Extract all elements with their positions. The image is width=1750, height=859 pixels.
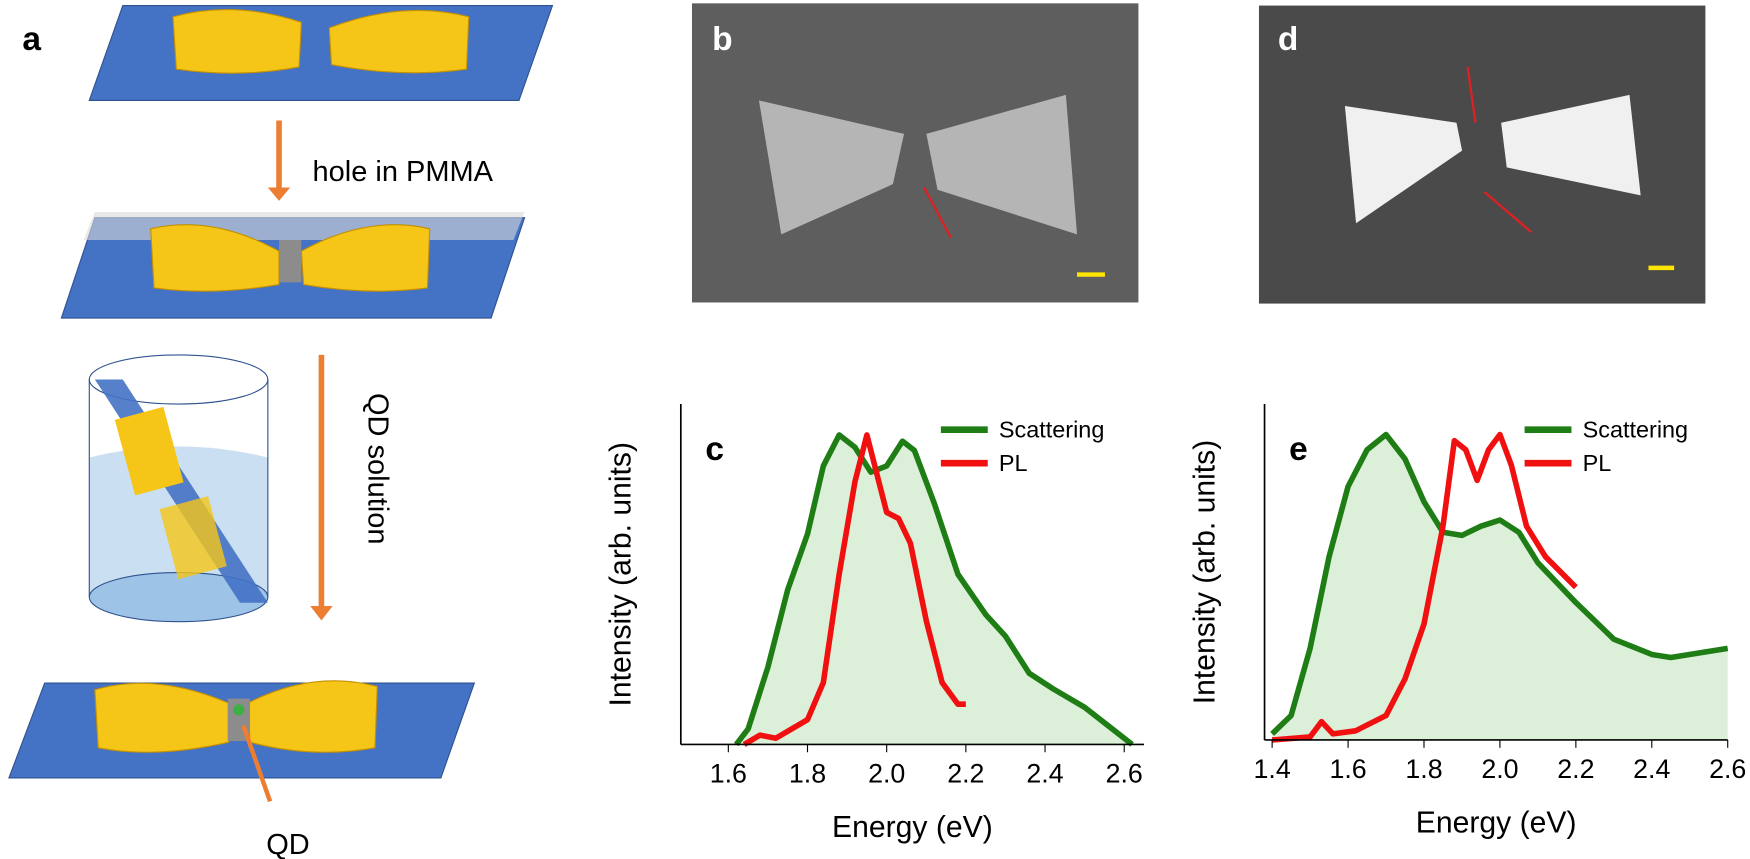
quantum-dot: [233, 704, 245, 716]
sem-triangle: [926, 94, 1078, 235]
arrow: [1466, 66, 1477, 123]
gold-triangle: [328, 9, 470, 74]
panel-label: b: [712, 21, 732, 58]
micrograph: b: [691, 3, 1139, 303]
x-tick-label: 2.0: [1481, 754, 1518, 784]
pmma: [83, 212, 525, 240]
gold-triangle: [300, 224, 431, 292]
x-tick-label: 1.6: [710, 758, 747, 788]
gold-triangle: [114, 406, 184, 496]
substrate: [88, 5, 554, 102]
x-tick-label: 1.8: [1405, 754, 1442, 784]
legend-label: Scattering: [999, 417, 1104, 443]
arrow: [923, 186, 952, 239]
legend-label: Scattering: [1583, 417, 1688, 443]
x-tick-label: 1.4: [1254, 754, 1291, 784]
x-tick-label: 2.6: [1709, 754, 1746, 784]
step-label: hole in PMMA: [313, 156, 494, 188]
x-tick-label: 2.2: [947, 758, 984, 788]
sem-triangle: [758, 100, 905, 235]
arrow-head: [267, 187, 291, 201]
qd-label: QD: [266, 829, 309, 859]
area: [1272, 434, 1728, 740]
y-axis-label: Intensity (arb. units): [605, 442, 638, 707]
micrograph: d: [1258, 5, 1706, 304]
x-axis-label: Energy (eV): [1416, 807, 1577, 840]
arrow: [241, 724, 273, 803]
x-axis-label: Energy (eV): [832, 811, 993, 844]
gold-triangle: [172, 9, 302, 74]
panel-label: d: [1278, 21, 1298, 58]
x-tick-label: 1.8: [789, 758, 826, 788]
x-tick-label: 2.4: [1633, 754, 1670, 784]
gold-triangle: [150, 224, 280, 292]
area: [736, 434, 1133, 745]
x-tick-label: 2.4: [1026, 758, 1063, 788]
hole: [279, 239, 302, 283]
line: [742, 432, 966, 747]
panel-label: a: [22, 21, 41, 58]
x-tick-label: 1.6: [1329, 754, 1366, 784]
panel-label: c: [705, 431, 724, 468]
gold-triangle: [94, 682, 230, 753]
legend-label: PL: [999, 450, 1028, 476]
x-tick-label: 2.2: [1557, 754, 1594, 784]
legend-label: PL: [1583, 450, 1612, 476]
x-tick-label: 2.6: [1106, 758, 1143, 788]
step-label: QD solution: [361, 393, 393, 545]
sem-image: [1258, 5, 1706, 304]
gold-triangle: [247, 680, 378, 753]
panel-label: e: [1289, 431, 1308, 468]
x-tick-label: 2.0: [868, 758, 905, 788]
figure-content: a hole in PMMA QD solution QD b: [8, 3, 1746, 859]
sem-triangle: [1344, 106, 1463, 224]
line: [1271, 431, 1578, 743]
gold-triangle: [159, 496, 227, 580]
y-axis-label: Intensity (arb. units): [1188, 440, 1221, 705]
schematic: a hole in PMMA QD solution QD: [8, 5, 554, 859]
line: [1270, 431, 1729, 736]
arrow-head: [310, 606, 333, 621]
sem-triangle: [1501, 94, 1641, 196]
arrow: [1483, 191, 1533, 233]
sem-image: [691, 3, 1139, 303]
line: [734, 432, 1134, 747]
